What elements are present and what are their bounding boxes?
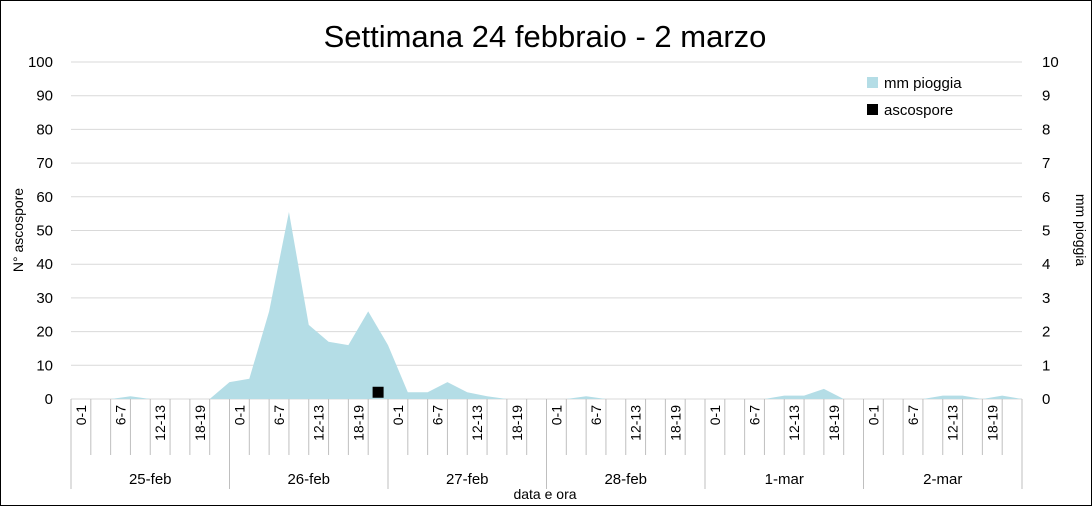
y-axis-right: 0 1 2 3 4 5 6 7 8 9 10 [1042,54,1059,408]
y-tick-label-left: 70 [36,155,53,172]
y-axis-right-label: mm pioggia [1073,194,1089,267]
x-hour-label: 6-7 [905,405,921,425]
y-tick-label-right: 6 [1042,189,1050,206]
x-axis: 0-1 6-7 12-13 18-19 25-feb 0-1 6-7 12-13 18-19 26… [70,399,1023,489]
x-hour-label: 12-13 [945,405,961,441]
y-tick-label-left: 60 [36,189,53,206]
chart-title: Settimana 24 febbraio - 2 marzo [324,19,767,54]
x-hour-label: 12-13 [152,405,168,441]
y-tick-label-right: 7 [1042,155,1050,172]
x-hour-label: 6-7 [271,405,287,425]
ascospore-marker-layer [372,386,384,398]
y-tick-label-right: 2 [1042,324,1050,341]
x-hour-label: 18-19 [350,405,366,441]
y-tick-label-left: 50 [36,223,53,240]
legend-label-rain: mm pioggia [884,75,962,92]
x-hour-label: 0-1 [548,405,564,425]
x-hour-label: 12-13 [311,405,327,441]
y-tick-label-right: 3 [1042,290,1050,307]
x-hour-label: 0-1 [390,405,406,425]
x-hour-label: 0-1 [231,405,247,425]
x-hour-label: 18-19 [192,405,208,441]
x-day-label: 25-feb [129,471,172,488]
y-tick-label-left: 90 [36,88,53,105]
y-tick-label-left: 30 [36,290,53,307]
y-tick-label-right: 10 [1042,54,1059,71]
x-hour-label: 6-7 [430,405,446,425]
y-tick-label-right: 9 [1042,88,1050,105]
x-hour-label: 12-13 [628,405,644,441]
x-day-label: 26-feb [287,471,330,488]
x-hour-label: 12-13 [786,405,802,441]
x-hour-label: 18-19 [667,405,683,441]
y-axis-left: 0 10 20 30 40 50 60 70 80 90 100 [28,54,53,408]
gridlines [71,61,1022,400]
x-hour-label: 0-1 [73,405,89,425]
y-tick-label-left: 10 [36,357,53,374]
x-day-label: 28-feb [604,471,647,488]
x-hour-label: 12-13 [469,405,485,441]
y-tick-label-left: 0 [45,391,53,408]
y-axis-left-label: N° ascospore [10,188,26,272]
x-hour-label: 18-19 [826,405,842,441]
x-hour-label: 18-19 [984,405,1000,441]
x-hour-label: 6-7 [747,405,763,425]
y-tick-label-left: 40 [36,256,53,273]
x-hour-label: 6-7 [588,405,604,425]
y-tick-label-left: 20 [36,324,53,341]
y-tick-label-right: 1 [1042,357,1050,374]
rain-area-layer [71,211,1092,399]
ascospore-marker [372,386,384,398]
legend-swatch-ascospore [867,104,878,115]
y-tick-label-right: 5 [1042,223,1050,240]
x-hour-label: 6-7 [113,405,129,425]
rain-area [71,211,1092,399]
x-axis-label: data e ora [513,486,576,502]
y-tick-label-left: 80 [36,121,53,138]
legend-label-ascospore: ascospore [884,102,953,119]
legend-swatch-rain [867,77,878,88]
x-day-label: 27-feb [446,471,489,488]
y-tick-label-right: 0 [1042,391,1050,408]
x-hour-label: 0-1 [865,405,881,425]
x-day-label: 2-mar [923,471,962,488]
x-hour-label: 0-1 [707,405,723,425]
y-tick-label-left: 100 [28,54,53,71]
x-hour-label: 18-19 [509,405,525,441]
y-tick-label-right: 4 [1042,256,1050,273]
legend: mm pioggia ascospore [867,75,962,119]
y-tick-label-right: 8 [1042,121,1050,138]
x-day-label: 1-mar [765,471,804,488]
